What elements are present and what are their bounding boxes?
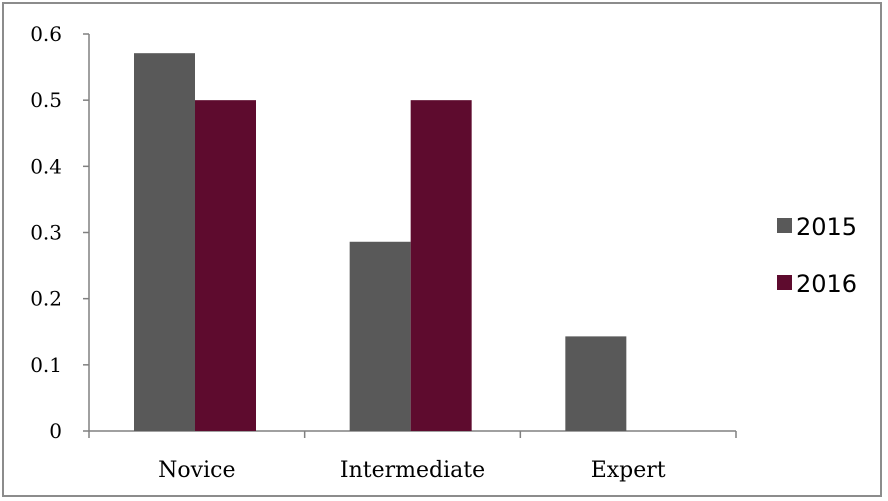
legend: 2015 2016: [777, 213, 857, 298]
y-tick-label: 0: [49, 419, 62, 443]
x-axis: Novice Intermediate Expert: [88, 430, 737, 483]
bars: [134, 53, 627, 432]
bar-2015-novice: [134, 53, 195, 432]
legend-label: 2016: [796, 270, 857, 298]
legend-swatch: [777, 275, 792, 290]
bar-2016-intermediate: [410, 100, 472, 432]
y-tick-label: 0.5: [30, 88, 62, 112]
legend-label: 2015: [796, 213, 857, 241]
bar-2015-expert: [565, 336, 627, 431]
x-category-label: Novice: [158, 458, 235, 483]
y-tick-label: 0.2: [30, 287, 62, 311]
bar-2015-intermediate: [349, 241, 411, 431]
y-tick-label: 0.1: [30, 353, 62, 377]
y-tick-label: 0.3: [30, 221, 62, 245]
legend-swatch: [777, 218, 792, 233]
x-category-label: Intermediate: [340, 458, 485, 483]
y-tick-label: 0.4: [30, 154, 62, 178]
y-axis: 0 0.1 0.2 0.3 0.4 0.5 0.6: [30, 22, 90, 443]
x-category-label: Expert: [591, 458, 666, 483]
bar-2016-novice: [195, 100, 256, 432]
y-tick-label: 0.6: [30, 22, 62, 46]
